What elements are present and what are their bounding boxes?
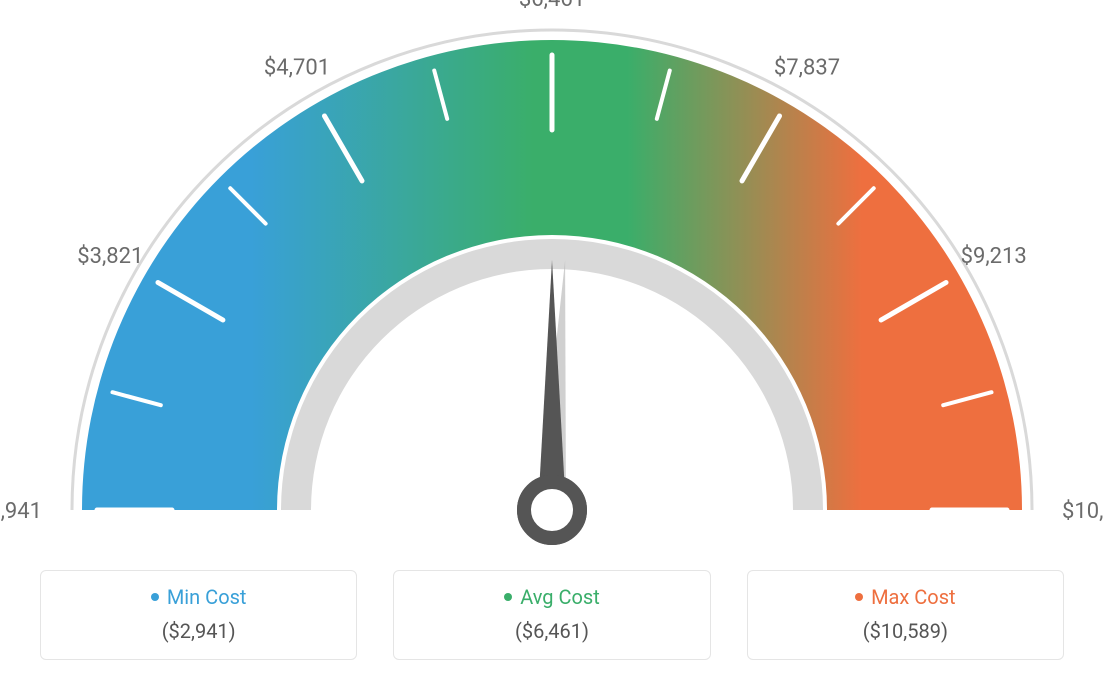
legend-min: Min Cost ($2,941) [40, 570, 357, 660]
gauge-tick-label: $2,941 [0, 499, 42, 524]
legend-min-title: Min Cost [151, 585, 247, 609]
gauge-tick-label: $3,821 [77, 244, 143, 269]
legend-avg-value: ($6,461) [404, 619, 699, 643]
dot-icon [855, 593, 863, 601]
legend-max-value: ($10,589) [758, 619, 1053, 643]
gauge-tick-label: $7,837 [774, 55, 840, 80]
legend-max-title: Max Cost [855, 585, 956, 609]
legend-min-value: ($2,941) [51, 619, 346, 643]
cost-gauge-chart: $2,941 $3,821 $4,701 $6,461 $7,837 $9,213 $10,… [0, 0, 1104, 690]
dot-icon [504, 593, 512, 601]
legend-min-label: Min Cost [167, 585, 247, 609]
legend-max: Max Cost ($10,589) [747, 570, 1064, 660]
gauge-tick-label: $4,701 [264, 55, 330, 80]
legend-max-label: Max Cost [871, 585, 956, 609]
gauge-area: $2,941 $3,821 $4,701 $6,461 $7,837 $9,213 $10,… [0, 0, 1104, 560]
legend-avg-title: Avg Cost [504, 585, 600, 609]
legend-avg: Avg Cost ($6,461) [393, 570, 710, 660]
gauge-tick-label: $10,589 [1062, 499, 1104, 524]
legend-row: Min Cost ($2,941) Avg Cost ($6,461) Max … [0, 570, 1104, 660]
legend-avg-label: Avg Cost [520, 585, 600, 609]
gauge-svg: $2,941 $3,821 $4,701 $6,461 $7,837 $9,213 $10,… [0, 0, 1104, 560]
gauge-tick-label: $6,461 [519, 0, 585, 12]
gauge-tick-label: $9,213 [961, 244, 1027, 269]
dot-icon [151, 593, 159, 601]
